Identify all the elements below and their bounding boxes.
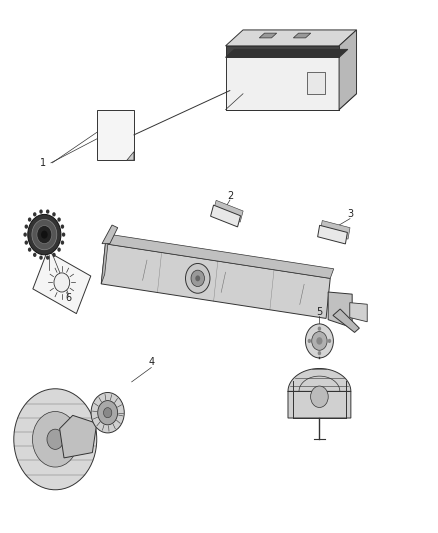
Polygon shape [33,251,91,313]
Circle shape [318,351,321,356]
Polygon shape [211,205,240,227]
Circle shape [191,270,205,287]
Circle shape [312,332,327,350]
Circle shape [307,339,311,343]
Circle shape [328,339,331,343]
Polygon shape [60,415,97,458]
Text: 2: 2 [227,191,233,201]
Circle shape [41,231,48,239]
Polygon shape [339,30,357,110]
Text: 5: 5 [316,306,322,317]
Circle shape [60,240,64,245]
Circle shape [57,247,61,252]
Polygon shape [288,368,351,418]
Circle shape [91,392,124,433]
Circle shape [103,408,112,418]
Polygon shape [97,110,134,160]
Text: 1: 1 [40,158,46,168]
Circle shape [33,212,36,216]
Circle shape [60,224,64,229]
Circle shape [39,209,43,214]
Polygon shape [226,30,357,46]
Polygon shape [293,33,311,38]
Circle shape [25,240,28,245]
Circle shape [46,255,49,260]
Polygon shape [101,244,330,318]
Polygon shape [213,200,243,222]
Circle shape [57,217,61,222]
Circle shape [46,209,49,214]
Polygon shape [259,33,277,38]
Polygon shape [101,234,109,284]
Polygon shape [226,46,339,58]
Circle shape [54,273,70,292]
Circle shape [311,386,328,407]
Polygon shape [318,225,347,244]
Circle shape [37,225,52,244]
Circle shape [47,429,64,449]
Polygon shape [106,234,334,278]
Circle shape [52,253,56,257]
Polygon shape [127,152,134,160]
Circle shape [32,220,57,250]
Circle shape [32,411,78,467]
Circle shape [14,389,97,490]
Circle shape [28,214,61,255]
Circle shape [98,401,118,425]
Circle shape [305,324,333,358]
Polygon shape [333,309,359,333]
Text: 3: 3 [347,209,353,220]
Polygon shape [226,46,339,110]
Circle shape [39,255,43,260]
Circle shape [28,247,32,252]
Text: 4: 4 [148,357,154,367]
Polygon shape [350,303,367,322]
Circle shape [318,327,321,331]
Polygon shape [320,221,350,239]
Circle shape [25,224,28,229]
Circle shape [62,232,65,237]
Polygon shape [102,225,118,244]
Circle shape [186,263,210,293]
Text: 6: 6 [65,293,71,303]
Circle shape [23,232,27,237]
Circle shape [52,212,56,216]
Circle shape [316,337,322,345]
Polygon shape [226,50,348,58]
Polygon shape [307,72,325,94]
Polygon shape [328,292,352,328]
Circle shape [28,217,32,222]
Circle shape [195,276,200,281]
Circle shape [33,253,36,257]
